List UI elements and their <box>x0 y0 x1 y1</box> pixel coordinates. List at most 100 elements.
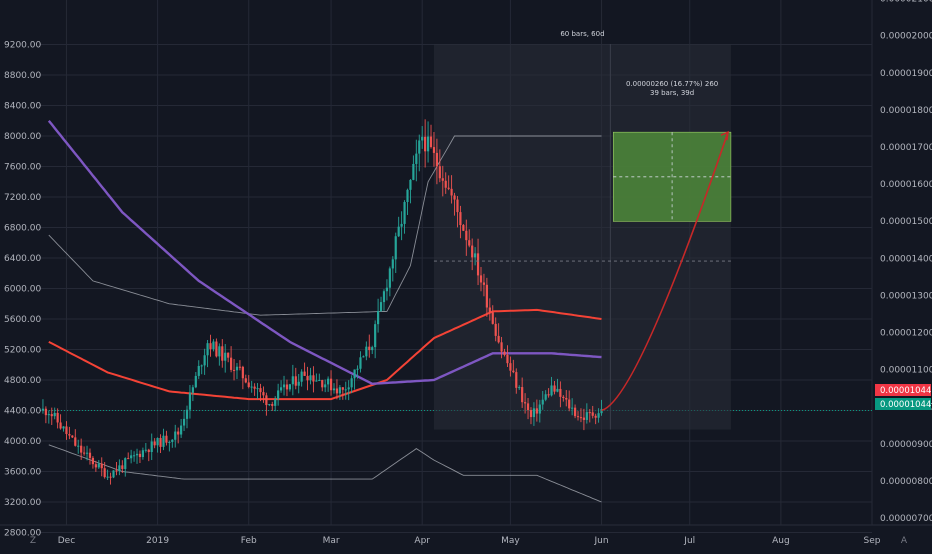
candle-body <box>206 343 209 356</box>
candle-body <box>597 413 600 418</box>
candle-body <box>350 378 353 388</box>
date-range-region <box>433 44 731 430</box>
candle-body <box>244 378 247 383</box>
candle-body <box>568 399 571 409</box>
candle-body <box>115 470 118 472</box>
left-price-axis[interactable]: 2800.00 3200.00 3600.00 4000.00 4400.00 4800.… <box>4 41 41 539</box>
projection-arrow[interactable] <box>601 131 729 412</box>
corner-left-label[interactable]: Z <box>30 536 36 546</box>
candle-body <box>188 392 192 410</box>
candle-body <box>506 354 509 364</box>
candle-body <box>153 441 156 446</box>
candle-body <box>112 470 115 478</box>
projection-bars-label: 39 bars, 39d <box>650 89 694 97</box>
candle-body <box>156 437 159 446</box>
right-axis-tick-label: 0.00001100 <box>880 366 932 376</box>
time-axis[interactable]: Dec 2019 Feb Mar Apr May Jun Jul Aug Sep <box>58 536 881 546</box>
candle-body <box>256 388 259 390</box>
candle-body <box>315 380 318 382</box>
candle-body <box>282 384 286 388</box>
candle-body <box>277 390 280 400</box>
candle-body <box>109 476 112 478</box>
candle-body <box>238 366 242 368</box>
candle-body <box>462 225 465 231</box>
candle-body <box>56 412 59 423</box>
right-axis-tick-label: 0.00001800 <box>880 106 932 116</box>
left-axis-tick-label: 3200.00 <box>4 498 41 508</box>
candle-body <box>535 408 538 414</box>
candle-body <box>456 199 459 213</box>
candle-body <box>306 375 309 381</box>
candle-body <box>88 452 92 458</box>
candle-body <box>230 357 233 370</box>
candle-body <box>426 136 430 152</box>
candle-body <box>459 212 462 226</box>
candle-body <box>124 458 127 469</box>
right-axis-tick-label: 0.00002000 <box>880 32 932 42</box>
left-axis-tick-label: 6000.00 <box>4 285 41 295</box>
candle-body <box>209 343 212 350</box>
candle-body <box>191 387 194 393</box>
candle-body <box>118 465 121 471</box>
candle-body <box>250 386 253 388</box>
candle-body <box>247 382 250 387</box>
candle-body <box>321 380 324 388</box>
left-axis-tick-label: 4000.00 <box>4 437 41 447</box>
candle-body <box>573 407 577 417</box>
candle-body <box>218 346 221 357</box>
candle-body <box>429 136 433 148</box>
candle-body <box>524 402 527 404</box>
candle-body <box>347 387 350 390</box>
candle-body <box>406 189 409 203</box>
candle-body <box>424 136 427 152</box>
candle-body <box>412 163 415 180</box>
candle-body <box>224 352 227 361</box>
time-axis-tick-label: Aug <box>772 536 790 546</box>
left-axis-tick-label: 3600.00 <box>4 468 41 478</box>
candle-body <box>141 450 144 458</box>
right-axis-tick-label: 0.00000900 <box>880 440 932 450</box>
candle-body <box>332 388 336 391</box>
time-axis-tick-label: Jul <box>683 536 695 546</box>
candles <box>41 119 603 485</box>
candle-body <box>368 346 371 351</box>
candle-body <box>71 435 74 438</box>
candle-body <box>265 395 268 406</box>
candle-body <box>541 399 544 405</box>
current-price-badge-label: 0.00001044 <box>880 386 931 396</box>
candle-body <box>479 275 483 283</box>
left-axis-tick-label: 8800.00 <box>4 71 41 81</box>
right-axis-tick-label: 0.00001300 <box>880 291 932 301</box>
candle-body <box>127 458 130 460</box>
candle-body <box>106 476 109 478</box>
candle-body <box>453 195 456 200</box>
candle-body <box>591 412 594 416</box>
left-axis-tick-label: 2800.00 <box>4 529 41 539</box>
candle-body <box>512 370 515 373</box>
candle-body <box>271 404 274 406</box>
candle-body <box>471 245 474 258</box>
candle-body <box>465 230 468 241</box>
candle-body <box>41 408 45 411</box>
candle-body <box>68 434 71 436</box>
candle-body <box>415 153 418 164</box>
candle-body <box>476 253 480 276</box>
candle-body <box>62 426 65 429</box>
candle-body <box>300 371 303 382</box>
candle-body <box>103 468 106 478</box>
time-axis-tick-label: 2019 <box>146 536 169 546</box>
candle-body <box>185 409 189 419</box>
candle-body <box>180 425 183 435</box>
candle-body <box>582 417 585 420</box>
candle-body <box>318 380 321 382</box>
candle-body <box>421 136 424 141</box>
moving-averages <box>47 120 602 401</box>
band-upper-line <box>48 135 602 316</box>
right-price-axis[interactable]: 0.000007000.000008000.000009000.00001000… <box>875 0 932 524</box>
corner-right-label[interactable]: A <box>901 536 908 546</box>
candle-body <box>579 417 583 419</box>
candle-body <box>450 188 453 196</box>
